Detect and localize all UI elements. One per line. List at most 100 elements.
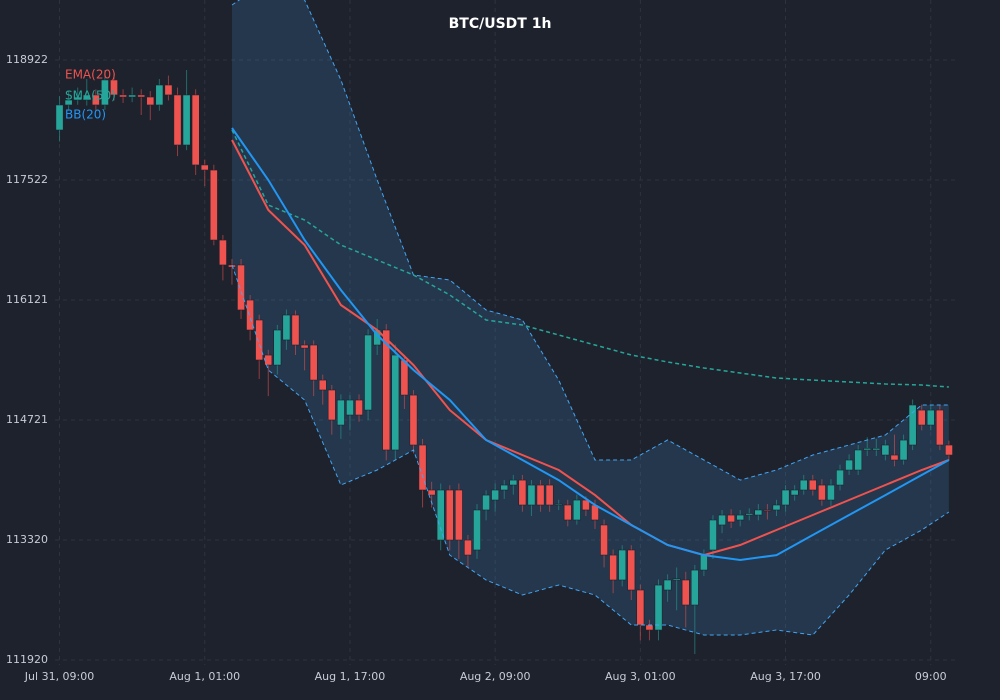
candle-body [654, 584, 663, 631]
candle-body [536, 484, 545, 506]
overlay-line [231, 139, 950, 557]
candle-body [808, 479, 817, 491]
candle-body [636, 589, 645, 626]
candle-body [718, 514, 726, 526]
candle-body [336, 399, 345, 426]
candle-body [908, 404, 917, 446]
candle-body [681, 579, 690, 606]
candle-body [836, 469, 844, 486]
candle-body [854, 449, 863, 471]
candle-body [627, 549, 636, 591]
candle-body [727, 514, 736, 523]
candle-body [790, 489, 799, 496]
candle-body [100, 79, 109, 106]
candle-body [391, 354, 400, 451]
candle-body [618, 549, 627, 581]
candle-body [463, 539, 472, 556]
candle-body [699, 554, 708, 571]
candle-body [736, 514, 745, 521]
candle-body [427, 489, 436, 496]
candle-body [917, 409, 926, 426]
legend-entry: BB(20) [65, 108, 106, 122]
x-tick-label: Aug 1, 17:00 [315, 670, 386, 683]
candle-body [418, 444, 427, 491]
band-fill [232, 0, 949, 635]
candle-body [364, 334, 373, 411]
candle-body [772, 504, 781, 511]
candle-body [64, 99, 73, 106]
band-layer [232, 0, 949, 635]
x-tick-label: Jul 31, 09:00 [24, 670, 94, 683]
candle-body [182, 94, 191, 146]
candle-body [754, 509, 763, 516]
candle-body [527, 484, 536, 506]
x-tick-label: Aug 3, 17:00 [750, 670, 821, 683]
candle-body [237, 264, 245, 311]
y-tick-label: 117522 [6, 173, 48, 186]
candle-body [355, 399, 363, 416]
y-tick-label: 116121 [6, 293, 48, 306]
candle-body [164, 84, 173, 96]
axes: 111920 113320 114721 116121 117522 118922 Jul … [6, 53, 947, 683]
candle-body [509, 479, 518, 486]
candle-body [926, 409, 935, 426]
overlay-lines [231, 0, 950, 636]
candle-body [400, 359, 409, 396]
candle-body [146, 96, 155, 106]
candle-body [200, 164, 209, 171]
candle-body [409, 394, 418, 446]
candle-body [935, 409, 944, 446]
candle-body [600, 524, 608, 556]
legend: EMA(20) SMA(50) BB(20) [65, 68, 116, 122]
candle-body [845, 459, 854, 471]
candle-body [346, 399, 354, 416]
candles [55, 70, 953, 655]
candle-body [445, 489, 454, 541]
candle-body [173, 94, 182, 146]
candle-body [454, 489, 463, 541]
legend-entry: EMA(20) [65, 68, 116, 82]
candle-body [264, 354, 273, 366]
x-tick-label: Aug 3, 01:00 [605, 670, 676, 683]
x-tick-label: Aug 2, 09:00 [460, 670, 531, 683]
overlay-line [231, 127, 950, 562]
candle-body [563, 504, 572, 521]
candle-body [473, 509, 481, 551]
candle-body [300, 344, 309, 349]
candle-body [944, 444, 953, 456]
candle-body [273, 329, 282, 366]
candle-body [663, 579, 672, 591]
y-tick-label: 114721 [6, 413, 48, 426]
candle-body [191, 94, 200, 166]
candle-body [799, 479, 808, 491]
candle-body [91, 94, 100, 106]
candle-body [246, 299, 255, 331]
candle-body [128, 94, 137, 98]
x-tick-label: Aug 1, 01:00 [169, 670, 240, 683]
candle-body [827, 484, 835, 501]
candle-body [554, 503, 563, 506]
candle-body [645, 624, 654, 631]
candle-body [119, 94, 127, 98]
candle-body [781, 489, 790, 506]
y-tick-label: 118922 [6, 53, 48, 66]
candle-body [899, 439, 908, 461]
band-edge [231, 0, 949, 481]
candle-body [881, 444, 890, 456]
candle-body [55, 104, 64, 131]
candle-body [436, 489, 445, 541]
grid [55, 0, 958, 665]
candle-body [745, 513, 754, 516]
candle-body [137, 94, 146, 98]
overlay-line [231, 129, 949, 388]
candle-body [890, 454, 899, 461]
candle-body [672, 578, 681, 581]
candle-body [491, 489, 500, 501]
candle-body [218, 239, 227, 266]
candle-body [763, 509, 772, 512]
candle-body [572, 499, 581, 521]
candle-body [609, 554, 618, 581]
